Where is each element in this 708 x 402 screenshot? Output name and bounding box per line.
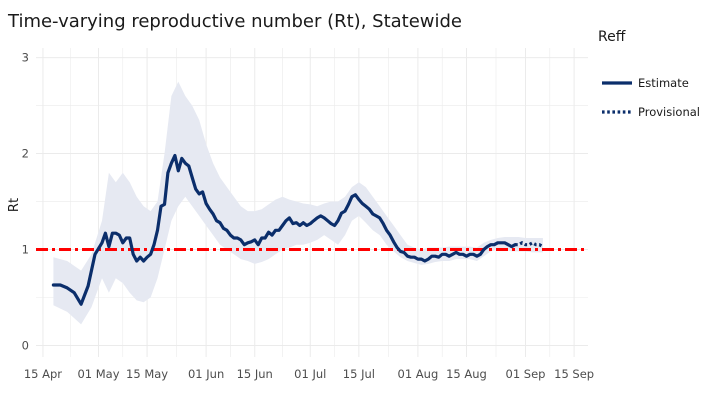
- series-line-estimate: [51, 153, 517, 306]
- y-axis-title: Rt: [7, 198, 22, 212]
- x-tick-label: 01 Jun: [188, 367, 224, 381]
- y-tick-label: 0: [22, 338, 29, 352]
- x-tick-label: 15 Jul: [343, 367, 375, 381]
- x-tick-label: 15 Aug: [446, 367, 487, 381]
- y-tick-label: 3: [22, 51, 29, 65]
- legend-label-estimate: Estimate: [638, 76, 689, 90]
- y-tick-label: 1: [22, 243, 29, 257]
- x-tick-label: 01 Sep: [506, 367, 546, 381]
- x-tick-label: 01 Aug: [398, 367, 439, 381]
- x-tick-label: 15 Apr: [24, 367, 62, 381]
- y-axis-ticks: 0 1 2 3: [22, 51, 29, 353]
- legend-label-provisional: Provisional: [638, 105, 700, 119]
- x-tick-label: 01 Jul: [294, 367, 326, 381]
- legend: Reff Estimate Provisional: [598, 29, 700, 119]
- x-tick-label: 01 May: [77, 367, 119, 381]
- y-tick-label: 2: [22, 147, 29, 161]
- x-axis-ticks: 15 Apr 01 May 15 May 01 Jun 15 Jun 01 Jul 15 J…: [24, 367, 594, 381]
- legend-title: Reff: [598, 29, 626, 45]
- confidence-band: [53, 81, 543, 325]
- x-tick-label: 15 Jun: [237, 367, 273, 381]
- chart-title: Time-varying reproductive number (Rt), S…: [7, 11, 462, 32]
- x-tick-label: 15 Sep: [554, 367, 594, 381]
- x-tick-label: 15 May: [126, 367, 168, 381]
